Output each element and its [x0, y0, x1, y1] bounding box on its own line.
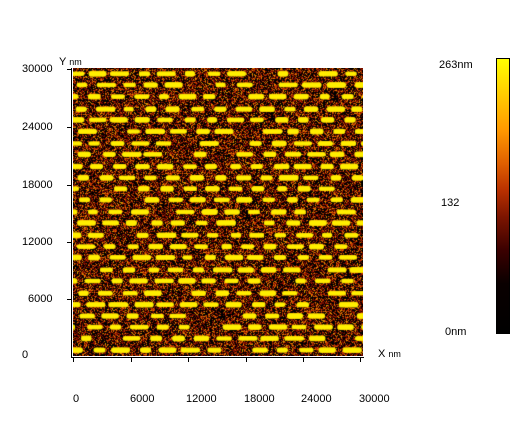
- y-axis-symbol: Y: [59, 56, 67, 68]
- x-tick-label-12000: 12000: [186, 393, 217, 405]
- y-tick: [67, 127, 71, 128]
- y-tick-label-6000: 6000: [28, 293, 53, 305]
- colorbar-mid-label: 132: [441, 197, 460, 209]
- y-axis-label: Y nm: [59, 56, 82, 68]
- y-axis-unit: nm: [69, 57, 82, 67]
- x-tick-label-30000: 30000: [359, 393, 390, 405]
- x-axis-unit: nm: [388, 349, 401, 359]
- y-tick: [67, 69, 71, 70]
- x-tick-label-24000: 24000: [301, 393, 332, 405]
- y-tick-label-24000: 24000: [22, 121, 53, 133]
- x-axis-line: [71, 357, 364, 358]
- x-tick-label-6000: 6000: [130, 393, 155, 405]
- y-tick-label-12000: 12000: [22, 236, 53, 248]
- x-axis-label: X nm: [378, 348, 401, 360]
- y-tick-label-18000: 18000: [22, 179, 53, 191]
- x-tick: [360, 358, 361, 362]
- x-tick-label-18000: 18000: [244, 393, 275, 405]
- y-tick: [67, 185, 71, 186]
- colorbar-min-label: 0nm: [445, 326, 467, 338]
- y-tick-label-0: 0: [22, 349, 29, 361]
- y-axis-line: [71, 68, 72, 358]
- colorbar-max-label: 263nm: [439, 59, 473, 71]
- x-tick-label-0: 0: [73, 393, 80, 405]
- x-axis-symbol: X: [378, 348, 386, 360]
- x-tick: [303, 358, 304, 362]
- x-tick: [188, 358, 189, 362]
- x-tick: [246, 358, 247, 362]
- y-tick: [67, 242, 71, 243]
- height-colorbar: [496, 58, 510, 334]
- afm-height-map: [73, 68, 363, 356]
- y-tick: [67, 299, 71, 300]
- x-tick: [73, 358, 74, 362]
- y-tick-label-30000: 30000: [22, 63, 53, 75]
- x-tick: [131, 358, 132, 362]
